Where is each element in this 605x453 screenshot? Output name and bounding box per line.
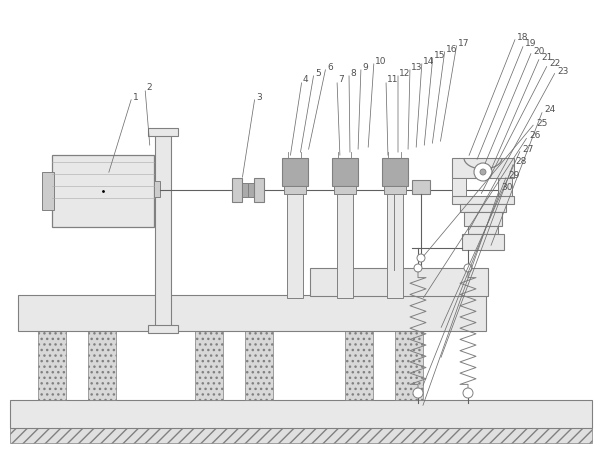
Bar <box>498 178 512 196</box>
Text: 15: 15 <box>434 50 445 59</box>
Bar <box>452 196 514 204</box>
Bar <box>387 194 403 298</box>
Bar <box>334 186 356 194</box>
Bar <box>462 234 504 250</box>
Bar <box>245 330 273 400</box>
Bar <box>395 330 423 400</box>
Circle shape <box>474 163 492 181</box>
Bar <box>282 158 308 186</box>
Text: 21: 21 <box>541 53 552 62</box>
Bar <box>242 183 248 197</box>
Text: 4: 4 <box>303 76 309 85</box>
Bar <box>464 212 502 226</box>
Circle shape <box>414 264 422 272</box>
Bar <box>452 178 466 196</box>
Text: 27: 27 <box>522 145 534 154</box>
Bar <box>232 178 242 202</box>
Circle shape <box>480 169 486 175</box>
Text: 16: 16 <box>446 44 457 53</box>
Text: 1: 1 <box>133 92 139 101</box>
Text: 14: 14 <box>423 57 434 66</box>
Bar <box>460 204 506 212</box>
Text: 25: 25 <box>536 119 548 127</box>
Text: 28: 28 <box>515 158 526 167</box>
Text: 8: 8 <box>350 68 356 77</box>
Bar <box>332 158 358 186</box>
Text: 10: 10 <box>375 57 387 66</box>
Text: 12: 12 <box>399 68 410 77</box>
Text: 30: 30 <box>501 183 512 193</box>
Text: 29: 29 <box>508 170 519 179</box>
Bar <box>154 181 160 197</box>
Text: 17: 17 <box>458 39 469 48</box>
Bar <box>452 158 514 178</box>
Circle shape <box>463 388 473 398</box>
Text: 26: 26 <box>529 131 540 140</box>
Text: 3: 3 <box>256 92 262 101</box>
Text: 23: 23 <box>557 67 568 76</box>
Bar <box>155 130 171 328</box>
Bar <box>310 268 488 296</box>
Bar <box>337 194 353 298</box>
Text: 13: 13 <box>411 63 422 72</box>
Bar <box>10 400 592 428</box>
Bar <box>382 158 408 186</box>
Text: 6: 6 <box>327 63 333 72</box>
Text: 19: 19 <box>525 39 537 48</box>
Circle shape <box>464 264 472 272</box>
Text: 11: 11 <box>387 76 399 85</box>
Text: 5: 5 <box>315 68 321 77</box>
Text: 22: 22 <box>549 59 560 68</box>
Text: 18: 18 <box>517 33 529 42</box>
Circle shape <box>417 254 425 262</box>
Bar <box>248 183 254 197</box>
Bar <box>287 194 303 298</box>
Bar <box>10 428 592 443</box>
Text: 24: 24 <box>544 106 555 115</box>
Bar <box>254 178 264 202</box>
Text: 9: 9 <box>362 63 368 72</box>
Bar <box>42 172 54 210</box>
Bar <box>468 226 498 234</box>
Bar <box>195 330 223 400</box>
Bar <box>88 330 116 400</box>
Bar <box>345 330 373 400</box>
Bar <box>148 325 178 333</box>
Bar <box>38 330 66 400</box>
Text: 20: 20 <box>533 47 544 56</box>
Bar <box>284 186 306 194</box>
Circle shape <box>413 388 423 398</box>
Text: 2: 2 <box>146 83 152 92</box>
Bar <box>148 128 178 136</box>
Bar <box>384 186 406 194</box>
Bar <box>52 155 154 227</box>
Text: 7: 7 <box>338 76 344 85</box>
Bar <box>18 295 486 331</box>
Bar <box>412 180 430 194</box>
